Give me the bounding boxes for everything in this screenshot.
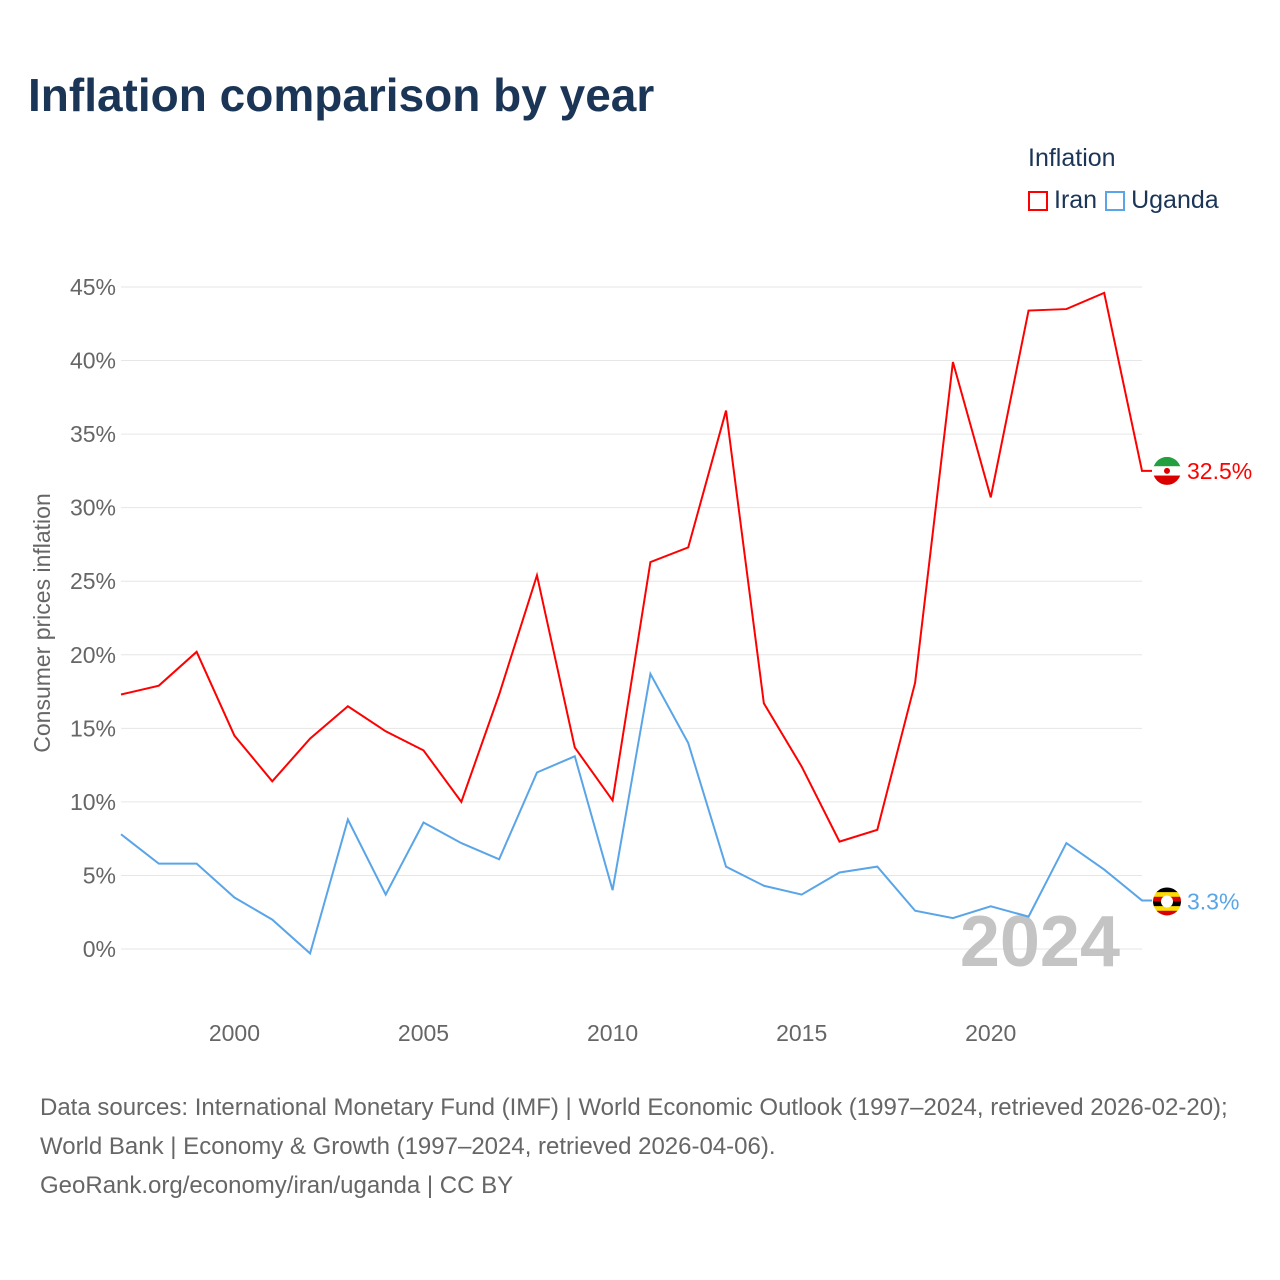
legend-title: Inflation xyxy=(1028,144,1116,172)
x-tick-label: 2010 xyxy=(587,1020,638,1046)
chart-title: Inflation comparison by year xyxy=(28,69,655,121)
y-axis-label: Consumer prices inflation xyxy=(29,493,55,753)
y-tick-label: 40% xyxy=(70,348,116,374)
flag-icon-uganda xyxy=(1153,887,1181,916)
legend-label: Uganda xyxy=(1131,186,1219,214)
legend-swatch-uganda xyxy=(1105,190,1126,211)
y-tick-label: 15% xyxy=(70,715,116,741)
y-tick-label: 5% xyxy=(83,862,116,888)
legend: Iran Uganda xyxy=(1028,186,1219,215)
source-line: Data sources: International Monetary Fun… xyxy=(40,1094,1228,1160)
y-tick-label: 35% xyxy=(70,421,116,447)
source-link[interactable]: GeoRank.org/economy/iran/uganda | CC BY xyxy=(40,1172,514,1199)
legend-swatch-iran xyxy=(1028,190,1048,211)
end-label-iran: 32.5% xyxy=(1187,458,1252,484)
legend-item-uganda[interactable]: Uganda xyxy=(1105,186,1219,215)
end-label-uganda: 3.3% xyxy=(1187,888,1239,914)
year-watermark: 2024 xyxy=(960,902,1120,982)
line-chart: 0% 5% 10% 15% 20% 25% 30% 35% 40% 45% 2000 2005 2010… xyxy=(29,274,1252,1046)
y-tick-label: 20% xyxy=(70,642,116,668)
x-tick-label: 2015 xyxy=(776,1020,827,1046)
series-line-uganda xyxy=(120,670,1152,956)
x-tick-label: 2000 xyxy=(209,1020,260,1046)
x-tick-label: 2020 xyxy=(965,1020,1016,1046)
y-tick-label: 45% xyxy=(70,274,116,300)
y-tick-label: 10% xyxy=(70,789,116,815)
legend-item-iran[interactable]: Iran xyxy=(1028,186,1097,215)
y-tick-label: 0% xyxy=(83,936,116,962)
flag-icon-iran xyxy=(1153,456,1181,485)
series-line-iran xyxy=(120,291,1152,843)
y-tick-label: 30% xyxy=(70,495,116,521)
y-tick-label: 25% xyxy=(70,568,116,594)
legend-label: Iran xyxy=(1054,186,1098,214)
x-tick-label: 2005 xyxy=(398,1020,449,1046)
source-note: Data sources: International Monetary Fun… xyxy=(40,1088,1250,1205)
